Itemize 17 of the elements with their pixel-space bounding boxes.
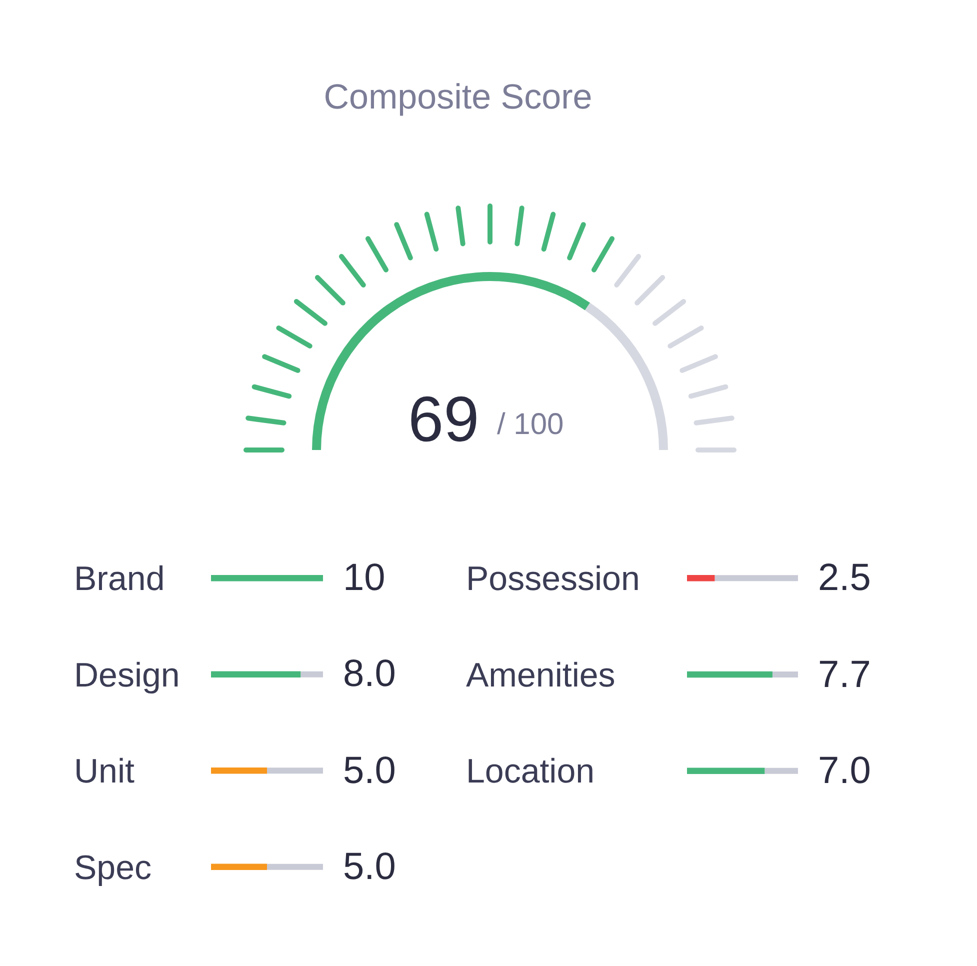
data-label: 5.0 (343, 750, 396, 792)
text: / 100 (497, 408, 564, 441)
data-label: 8.0 (343, 653, 396, 695)
text: 69 (408, 383, 480, 455)
data-label: 5.0 (343, 846, 396, 888)
y-tick-label: Spec (74, 848, 152, 887)
data-label: 7.0 (818, 750, 871, 792)
data-label: 2.5 (818, 557, 871, 599)
chart-title: Composite Score (324, 77, 592, 116)
y-tick-label: Amenities (466, 656, 616, 694)
data-label: 7.7 (818, 654, 871, 696)
y-tick-label: Possession (466, 560, 640, 598)
y-tick-label: Design (74, 656, 180, 694)
data-label: 10 (343, 557, 386, 599)
y-tick-label: Unit (74, 752, 136, 791)
y-tick-label: Location (466, 752, 595, 791)
y-tick-label: Brand (74, 560, 165, 598)
